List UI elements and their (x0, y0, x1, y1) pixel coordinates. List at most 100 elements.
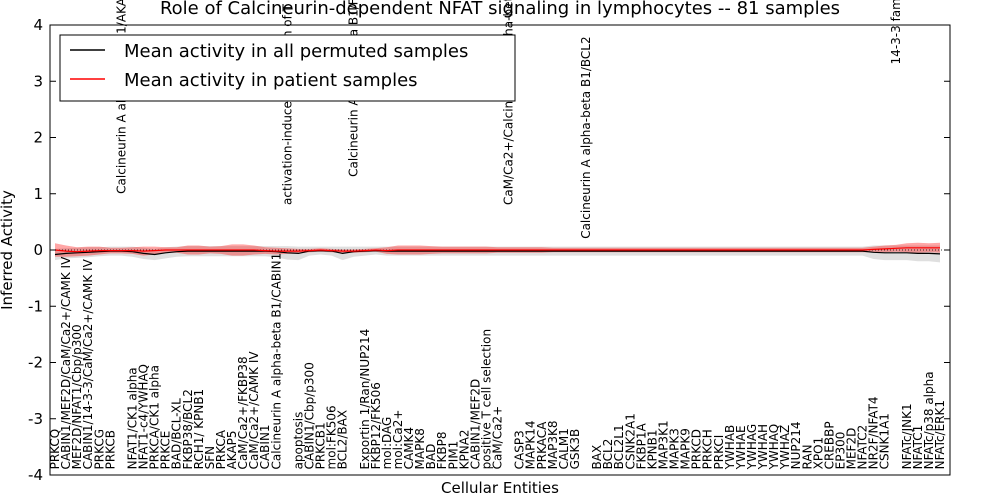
category-label: KPNA2 (457, 429, 471, 469)
category-label: BAD/BCL-XL (170, 398, 184, 470)
category-label: PRKCG (92, 429, 106, 469)
category-label: SFN (203, 446, 217, 470)
category-label: FKBP1A (634, 423, 648, 470)
category-label: KPNB1 (645, 429, 659, 469)
y-tick-label: -2 (28, 354, 43, 372)
confidence-bands (50, 242, 950, 263)
y-tick-label: 0 (33, 241, 43, 259)
category-label: PRKCQ (48, 429, 62, 470)
category-label: 14-3-3 family/BAD/CaM/Ca2+/Calcineurin A… (889, 0, 903, 64)
category-label: PRKCA/CK1 alpha (148, 365, 162, 469)
category-label: CaM/Ca2+ (490, 406, 504, 470)
category-label: CALM1 (557, 428, 571, 469)
category-label: CSNK1A1 (878, 413, 892, 469)
category-label: CABIN1/14-3-3/CaM/Ca2+/CAMK IV (81, 258, 95, 469)
legend-label-permuted: Mean activity in all permuted samples (124, 41, 468, 62)
x-axis-label: Cellular Entities (441, 479, 559, 497)
category-label: BCL2/BAX (336, 410, 350, 469)
category-label: CABIN1 (258, 424, 272, 469)
category-label: PRKCD (690, 429, 704, 469)
category-label: positive T cell selection (479, 329, 493, 469)
category-label: mol:Ca2+ (391, 410, 405, 470)
category-label: BAD (424, 444, 438, 470)
category-label: FKBP8 (435, 432, 449, 470)
y-tick-label: 4 (33, 16, 43, 34)
category-label: Calcineurin A alpha-beta B1/BCL2 (579, 36, 593, 238)
category-label: BCL2 (601, 439, 615, 470)
category-label: AKAP5 (225, 430, 239, 469)
category-label: PIM1 (446, 441, 460, 470)
category-label: MAPK3 (667, 428, 681, 469)
category-label: MEF2D/NFAT1/Cbp/p300 (70, 324, 84, 469)
category-label: GSK3B (568, 429, 582, 470)
category-label: XPO1 (811, 437, 825, 470)
permuted-mean-line (54, 249, 941, 256)
category-label: CAMK4 (402, 427, 416, 469)
category-label: YWHAB (723, 425, 737, 471)
category-label: CABIN1/Cbp/p300 (302, 362, 316, 469)
category-label: CSNK2A1 (623, 413, 637, 469)
category-label: MAP3K8 (546, 420, 560, 469)
category-label: PRKCE (159, 431, 173, 470)
category-label: PRKCB1 (313, 422, 327, 469)
category-label: mol:DAG (380, 417, 394, 470)
category-label: FKBP38/BCL2 (181, 389, 195, 469)
category-label: BAX (590, 445, 604, 470)
category-label: NFATC1 (911, 425, 925, 470)
category-label: NFAT1/CK1 alpha (125, 367, 139, 469)
category-label: NFATc/ERK1 (933, 400, 947, 469)
y-axis-label: Inferred Activity (0, 190, 16, 310)
category-label: NR2F/NFAT4 (867, 396, 881, 469)
y-tick-label: -1 (28, 297, 43, 315)
category-label: CaM/Ca2+/CAMK IV (247, 351, 261, 470)
y-tick-label: -3 (28, 410, 43, 428)
y-axis-ticks: -4 -3 -2 -1 0 1 2 3 4 (28, 16, 950, 484)
category-label: EP300 (833, 432, 847, 470)
category-label: YWHAE (734, 425, 748, 470)
category-label: YWHAQ (767, 424, 781, 471)
category-label: Exportin 1/Ran/NUP214 (358, 329, 372, 470)
category-label: NFAT1-c4/YWHAQ (136, 364, 150, 469)
category-label: FKBP12/FK506 (369, 382, 383, 469)
category-label: BCL2L1 (612, 424, 626, 469)
y-tick-label: -4 (28, 466, 43, 484)
category-label: NUP214 (789, 422, 803, 470)
category-label: MAP3K1 (656, 420, 670, 469)
y-tick-label: 2 (33, 129, 43, 147)
category-label: PRKCB (103, 430, 117, 469)
category-label: PRKCH (701, 429, 715, 469)
category-label: YWHAG (745, 424, 759, 471)
y-tick-label: 1 (33, 185, 43, 203)
category-label: Calcineurin A alpha-beta B1/CABIN1 (269, 253, 283, 470)
category-label: MAPK9 (679, 428, 693, 469)
category-label: CABIN1/MEF2D/CaM/Ca2+/CAMK IV (59, 256, 73, 470)
category-label: YWHAZ (778, 425, 792, 471)
category-label: PRKACA (535, 421, 549, 470)
y-tick-label: 3 (33, 72, 43, 90)
category-label: MAPK14 (524, 420, 538, 469)
category-label: PRKCI (712, 435, 726, 470)
category-label: CaM/Ca2+/FKBP38 (236, 356, 250, 469)
legend-box (59, 34, 516, 102)
category-label: MEF2D (844, 428, 858, 470)
category-label: RAN (800, 444, 814, 469)
category-label: NFATc/p38 alpha (922, 371, 936, 469)
chart-title: Role of Calcineurin-dependent NFAT signa… (160, 0, 840, 19)
category-label: MAPK8 (413, 428, 427, 469)
category-label: NFATC2 (856, 425, 870, 470)
category-label: PRKCA (214, 429, 228, 469)
category-label: RCH1/ KPNB1 (192, 389, 206, 470)
category-label: YWHAH (756, 424, 770, 470)
category-label: CASP3 (513, 430, 527, 469)
category-label: CREBBP (822, 421, 836, 469)
legend-label-patient: Mean activity in patient samples (124, 70, 418, 91)
patient-mean-line (54, 247, 940, 253)
legend: Mean activity in all permuted samples Me… (59, 34, 516, 102)
category-label: apoptosis (291, 412, 305, 470)
category-label: CABIN1/MEF2D (468, 379, 482, 470)
category-label: NFATc/JNK1 (900, 403, 914, 469)
category-label: activation-induced cell death of T cells (280, 0, 294, 205)
series-lines (54, 247, 941, 256)
